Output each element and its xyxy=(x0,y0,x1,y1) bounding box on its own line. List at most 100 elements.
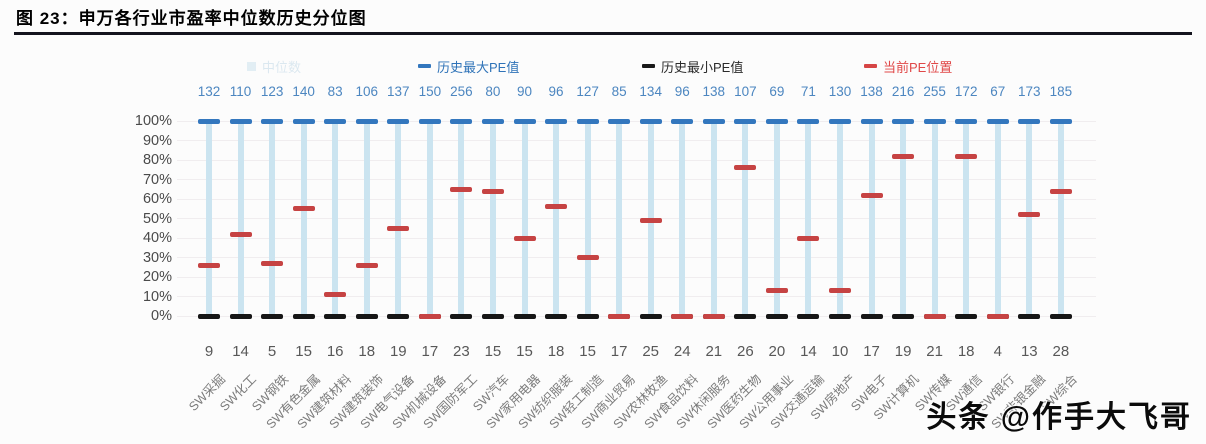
min-pe-dash xyxy=(450,313,473,319)
max-pe-dash xyxy=(387,118,410,124)
min-pe-dash xyxy=(198,313,220,319)
max-pe-dash xyxy=(229,118,252,124)
max-pe-dash xyxy=(765,118,788,124)
max-pe-dash xyxy=(355,118,378,124)
max-pe-dash xyxy=(734,118,757,124)
legend-label-current-pe: 当前PE位置 xyxy=(883,59,953,75)
percentile-range-bar xyxy=(395,121,402,316)
current-pe-dash-icon xyxy=(864,64,877,68)
max-pe-dash xyxy=(450,118,473,124)
percentile-range-bar xyxy=(332,121,339,316)
max-pe-dash xyxy=(292,118,315,124)
max-pe-value: 67 xyxy=(990,84,1006,99)
gridline xyxy=(177,198,1096,200)
max-pe-dash xyxy=(671,118,694,124)
max-pe-value: 96 xyxy=(674,84,690,99)
legend-label-max-pe: 历史最大PE值 xyxy=(437,59,520,75)
legend-item-max-pe: 历史最大PE值 xyxy=(418,58,520,75)
current-pe-dash xyxy=(986,313,1009,319)
percentile-range-bar xyxy=(1057,121,1064,316)
min-pe-value: 17 xyxy=(863,343,880,360)
max-pe-value: 140 xyxy=(292,84,315,99)
min-pe-dash xyxy=(892,313,915,319)
gridline xyxy=(177,120,1096,122)
y-axis-tick-label: 60% xyxy=(142,191,172,207)
max-pe-value: 123 xyxy=(260,84,284,99)
min-pe-value: 17 xyxy=(421,343,439,360)
current-pe-dash xyxy=(418,313,441,319)
legend-item-current-pe: 当前PE位置 xyxy=(864,58,953,75)
max-pe-dash xyxy=(702,118,725,124)
current-pe-dash xyxy=(734,165,757,171)
y-axis-tick-label: 90% xyxy=(142,132,172,149)
legend-item-median: 中位数 xyxy=(247,58,301,75)
y-axis-tick-label: 70% xyxy=(142,171,172,188)
percentile-range-bar xyxy=(994,121,1001,316)
percentile-range-bar xyxy=(363,121,370,316)
max-pe-value: 134 xyxy=(639,84,662,99)
current-pe-dash xyxy=(229,231,252,237)
percentile-range-bar xyxy=(805,121,812,316)
max-pe-value: 80 xyxy=(485,84,501,99)
max-pe-value: 138 xyxy=(860,84,883,99)
min-pe-dash xyxy=(797,313,820,319)
percentile-range-bar xyxy=(300,121,307,316)
min-pe-value: 24 xyxy=(673,343,691,360)
gridline xyxy=(177,179,1096,180)
min-pe-value: 4 xyxy=(993,343,1002,360)
max-pe-value: 132 xyxy=(197,84,221,99)
min-pe-dash xyxy=(576,313,599,319)
percentile-range-bar xyxy=(710,121,717,316)
current-pe-dash xyxy=(292,206,315,212)
current-pe-dash xyxy=(892,153,915,159)
title-divider xyxy=(14,32,1192,35)
min-pe-value: 19 xyxy=(389,343,407,360)
current-pe-dash xyxy=(860,192,883,198)
min-pe-value: 18 xyxy=(547,343,565,360)
min-pe-dash xyxy=(292,313,315,319)
max-pe-dash xyxy=(545,118,568,124)
max-pe-dash xyxy=(955,118,978,124)
current-pe-dash xyxy=(608,313,631,319)
max-pe-dash xyxy=(986,118,1009,124)
y-axis-tick-label: 30% xyxy=(142,249,172,266)
percentile-range-bar xyxy=(868,121,875,316)
current-pe-dash xyxy=(198,262,220,268)
min-pe-value: 21 xyxy=(926,343,943,360)
percentile-range-bar xyxy=(458,121,465,316)
gridline xyxy=(177,218,1096,219)
current-pe-dash xyxy=(702,313,725,319)
current-pe-dash xyxy=(639,217,662,223)
legend-item-min-pe: 历史最小PE值 xyxy=(642,58,743,75)
y-axis-tick-label: 40% xyxy=(142,230,172,246)
max-pe-dash xyxy=(639,118,662,124)
min-pe-value: 20 xyxy=(768,343,786,360)
current-pe-dash xyxy=(1049,188,1072,194)
max-pe-dash xyxy=(923,118,946,124)
min-pe-dash xyxy=(355,313,378,319)
current-pe-dash xyxy=(261,260,284,266)
percentile-range-bar xyxy=(237,121,244,316)
percentile-range-bar xyxy=(553,121,560,316)
percentile-range-bar xyxy=(679,121,686,316)
gridline xyxy=(177,140,1096,141)
max-pe-value: 71 xyxy=(800,84,816,99)
gridline xyxy=(177,276,1096,278)
max-pe-dash xyxy=(576,118,599,124)
max-pe-dash xyxy=(418,118,441,124)
min-pe-value: 16 xyxy=(326,343,344,360)
min-pe-value: 9 xyxy=(204,343,214,360)
current-pe-dash xyxy=(797,235,820,241)
max-pe-dash xyxy=(1049,118,1072,124)
max-pe-dash xyxy=(829,118,851,124)
max-pe-value: 107 xyxy=(734,84,757,99)
current-pe-dash xyxy=(765,288,788,294)
max-pe-value: 255 xyxy=(923,84,946,99)
percentile-range-bar xyxy=(269,121,276,316)
max-pe-value: 137 xyxy=(387,84,410,99)
percentile-range-bar xyxy=(773,121,780,316)
y-axis-tick-label: 20% xyxy=(142,269,172,285)
min-pe-value: 15 xyxy=(579,343,596,360)
max-pe-dash xyxy=(892,118,915,124)
min-pe-dash xyxy=(639,313,662,319)
